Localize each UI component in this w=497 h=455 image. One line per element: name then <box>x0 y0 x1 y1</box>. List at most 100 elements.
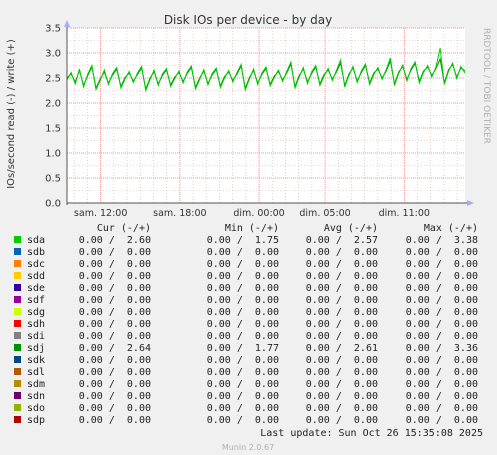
legend-max: 0.00 / 3.38 <box>406 235 478 246</box>
header-avg: Avg (-/+) <box>324 223 378 234</box>
legend-min: 0.00 / 0.00 <box>207 295 279 306</box>
legend-device: sdg <box>27 307 45 318</box>
legend-cur: 0.00 / 0.00 <box>79 307 151 318</box>
legend-avg: 0.00 / 0.00 <box>306 403 378 414</box>
y-tick-label: 2.0 <box>45 99 61 110</box>
series-lines <box>66 47 466 93</box>
legend-avg: 0.00 / 2.61 <box>306 343 378 354</box>
legend-max: 0.00 / 0.00 <box>406 295 478 306</box>
legend-max: 0.00 / 0.00 <box>406 247 478 258</box>
legend-max: 0.00 / 0.00 <box>406 391 478 402</box>
legend-device: sdj <box>27 343 45 354</box>
legend-cur: 0.00 / 0.00 <box>79 355 151 366</box>
legend-cur: 0.00 / 0.00 <box>79 391 151 402</box>
legend-avg: 0.00 / 0.00 <box>306 307 378 318</box>
legend-device: sdo <box>27 403 45 414</box>
x-axis-arrow-icon <box>467 200 474 206</box>
x-tick-label: dim. 00:00 <box>233 208 284 219</box>
legend-min: 0.00 / 1.75 <box>207 235 279 246</box>
legend-max: 0.00 / 0.00 <box>406 367 478 378</box>
legend-device: sdk <box>27 355 45 366</box>
legend-cur: 0.00 / 0.00 <box>79 379 151 390</box>
legend-avg: 0.00 / 0.00 <box>306 247 378 258</box>
x-tick-label: sam. 18:00 <box>153 208 206 219</box>
header-min: Min (-/+) <box>225 223 279 234</box>
legend-table-header: Cur (-/+) Min (-/+) Avg (-/+) Max (-/+) <box>97 223 478 234</box>
legend-device: sdh <box>27 319 45 330</box>
legend-device: sdd <box>27 271 45 282</box>
legend-cur: 0.00 / 0.00 <box>79 367 151 378</box>
legend-device: sdm <box>27 379 45 390</box>
header-max: Max (-/+) <box>424 223 478 234</box>
legend-cur: 0.00 / 0.00 <box>79 283 151 294</box>
legend-cur: 0.00 / 2.60 <box>79 235 151 246</box>
legend-swatch-sdf <box>14 296 21 303</box>
legend-min: 0.00 / 0.00 <box>207 355 279 366</box>
legend-device: sdl <box>27 367 45 378</box>
y-tick-label: 2.5 <box>45 74 61 85</box>
y-tick-label: 0.0 <box>45 199 61 210</box>
legend-avg: 0.00 / 2.57 <box>306 235 378 246</box>
legend-cur: 0.00 / 0.00 <box>79 247 151 258</box>
legend-device: sdn <box>27 391 45 402</box>
legend-table: sda 0.00 / 2.60 0.00 / 1.75 0.00 / 2.57 0.00… <box>14 235 478 426</box>
y-axis-label: IOs/second read (-) / write (+) <box>6 39 17 189</box>
legend-cur: 0.00 / 0.00 <box>79 259 151 270</box>
x-tick-label: dim. 11:00 <box>379 208 430 219</box>
legend-max: 0.00 / 0.00 <box>406 403 478 414</box>
legend-avg: 0.00 / 0.00 <box>306 415 378 426</box>
legend-cur: 0.00 / 0.00 <box>79 319 151 330</box>
header-cur: Cur (-/+) <box>97 223 151 234</box>
legend-avg: 0.00 / 0.00 <box>306 259 378 270</box>
legend-avg: 0.00 / 0.00 <box>306 367 378 378</box>
legend-min: 0.00 / 0.00 <box>207 391 279 402</box>
legend-max: 0.00 / 0.00 <box>406 331 478 342</box>
series-line-sda <box>66 47 466 93</box>
legend-swatch-sdi <box>14 332 21 339</box>
legend-avg: 0.00 / 0.00 <box>306 355 378 366</box>
legend-swatch-sdb <box>14 248 21 255</box>
legend-device: sdi <box>27 331 45 342</box>
legend-device: sdf <box>27 295 45 306</box>
legend-device: sdb <box>27 247 45 258</box>
legend-min: 0.00 / 0.00 <box>207 283 279 294</box>
legend-min: 0.00 / 0.00 <box>207 403 279 414</box>
munin-version: Munin 2.0.67 <box>222 443 274 452</box>
legend-cur: 0.00 / 0.00 <box>79 295 151 306</box>
legend-device: sda <box>27 235 45 246</box>
legend-device: sdp <box>27 415 45 426</box>
legend-swatch-sdg <box>14 308 21 315</box>
legend-swatch-sdh <box>14 320 21 327</box>
legend-max: 0.00 / 0.00 <box>406 271 478 282</box>
legend-min: 0.00 / 1.77 <box>207 343 279 354</box>
legend-min: 0.00 / 0.00 <box>207 379 279 390</box>
legend-swatch-sdj <box>14 344 21 351</box>
legend-min: 0.00 / 0.00 <box>207 415 279 426</box>
last-update: Last update: Sun Oct 26 15:35:08 2025 <box>260 428 483 439</box>
legend-avg: 0.00 / 0.00 <box>306 319 378 330</box>
legend-avg: 0.00 / 0.00 <box>306 391 378 402</box>
legend-cur: 0.00 / 0.00 <box>79 403 151 414</box>
legend-device: sdc <box>27 259 45 270</box>
chart-title: Disk IOs per device - by day <box>164 13 332 27</box>
legend-min: 0.00 / 0.00 <box>207 319 279 330</box>
legend-max: 0.00 / 0.00 <box>406 259 478 270</box>
legend-max: 0.00 / 3.36 <box>406 343 478 354</box>
y-tick-label: 1.0 <box>45 149 61 160</box>
legend-cur: 0.00 / 0.00 <box>79 331 151 342</box>
y-axis: 0.0 0.5 1.0 1.5 2.0 2.5 3.0 3.5 <box>45 24 61 210</box>
legend-avg: 0.00 / 0.00 <box>306 283 378 294</box>
legend-max: 0.00 / 0.00 <box>406 415 478 426</box>
legend-swatch-sde <box>14 284 21 291</box>
legend-swatch-sdn <box>14 392 21 399</box>
legend-min: 0.00 / 0.00 <box>207 367 279 378</box>
legend-avg: 0.00 / 0.00 <box>306 271 378 282</box>
legend-min: 0.00 / 0.00 <box>207 331 279 342</box>
legend-cur: 0.00 / 0.00 <box>79 271 151 282</box>
legend-min: 0.00 / 0.00 <box>207 271 279 282</box>
legend-swatch-sdp <box>14 416 21 423</box>
legend-min: 0.00 / 0.00 <box>207 307 279 318</box>
x-tick-label: dim. 05:00 <box>299 208 350 219</box>
x-tick-label: sam. 12:00 <box>74 208 127 219</box>
legend-avg: 0.00 / 0.00 <box>306 379 378 390</box>
